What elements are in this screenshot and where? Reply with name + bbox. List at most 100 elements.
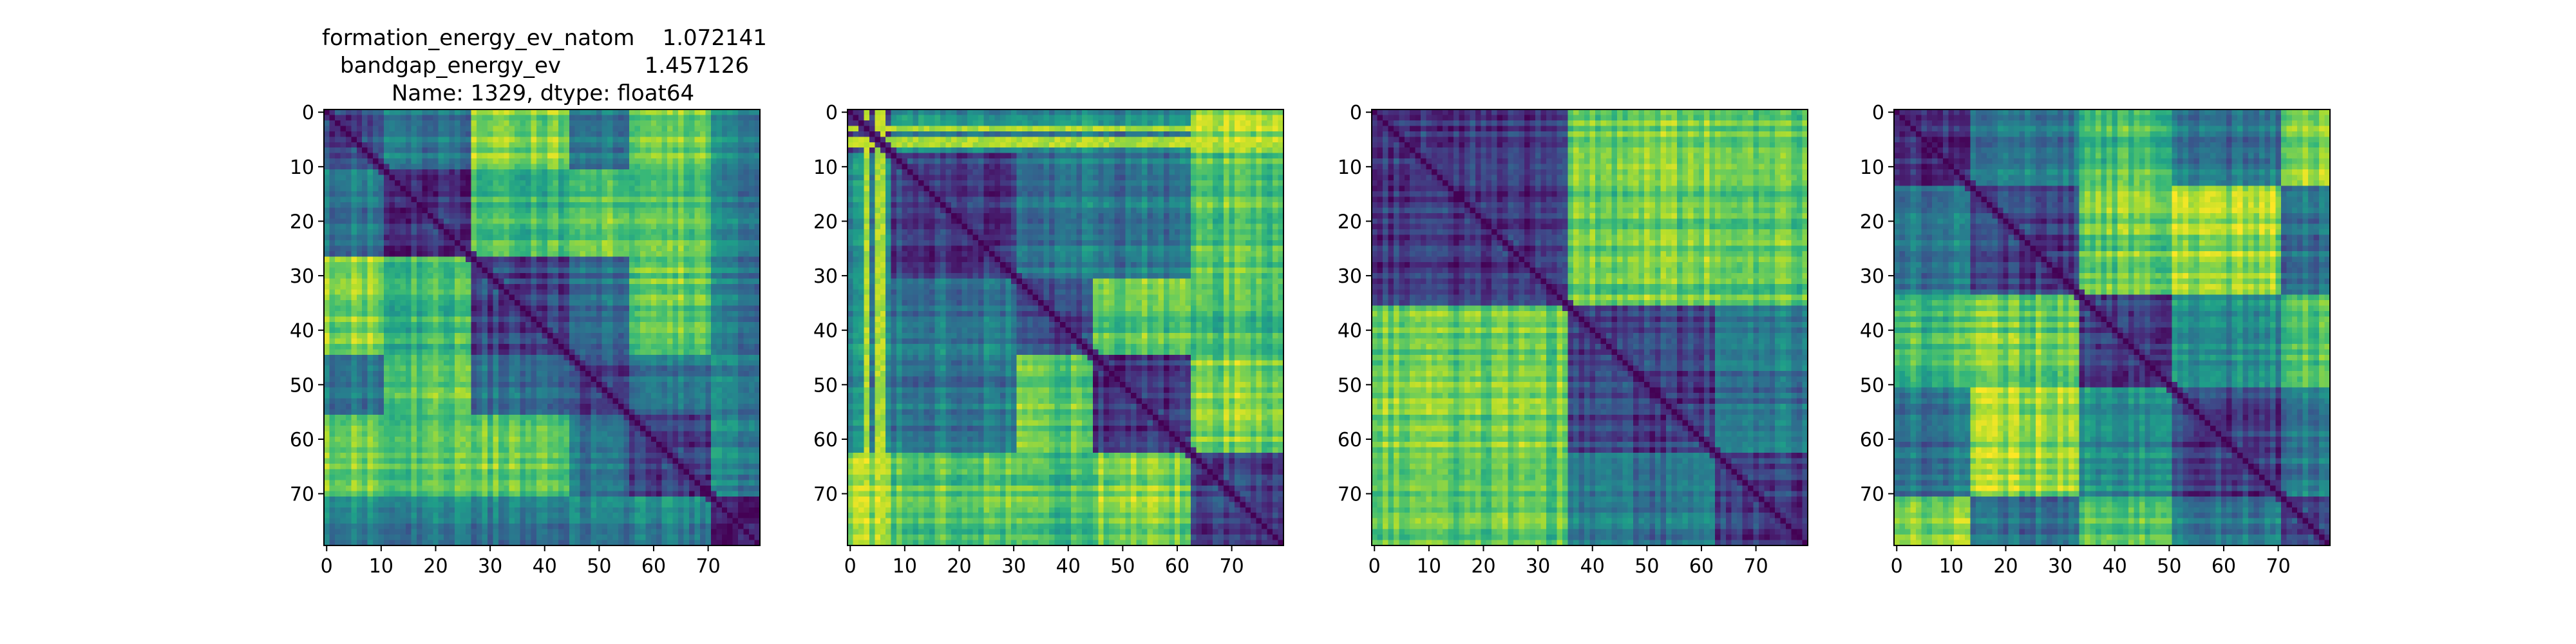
heatmap-cell bbox=[553, 234, 559, 241]
heatmap-cell bbox=[509, 382, 515, 388]
heatmap-cell bbox=[754, 332, 761, 339]
heatmap-cell bbox=[754, 245, 761, 252]
heatmap-cell bbox=[324, 256, 330, 263]
heatmap-cell bbox=[378, 169, 384, 176]
heatmap-cell bbox=[694, 175, 701, 181]
heatmap-cell bbox=[564, 142, 570, 148]
heatmap-cell bbox=[558, 131, 564, 137]
heatmap-cell bbox=[395, 120, 401, 126]
heatmap-cell bbox=[515, 442, 521, 448]
heatmap-cell bbox=[749, 180, 755, 187]
heatmap-cell bbox=[498, 360, 504, 366]
heatmap-cell bbox=[574, 283, 581, 290]
heatmap-cell bbox=[471, 147, 477, 154]
heatmap-cell bbox=[650, 251, 657, 258]
heatmap-cell bbox=[389, 147, 395, 154]
heatmap-cell bbox=[345, 414, 352, 421]
heatmap-cell bbox=[509, 322, 515, 328]
heatmap-cell bbox=[455, 245, 461, 252]
heatmap-cell bbox=[378, 261, 384, 269]
heatmap-cell bbox=[487, 365, 493, 372]
heatmap-cell bbox=[405, 142, 412, 148]
heatmap-cell bbox=[661, 403, 668, 410]
heatmap-cell bbox=[705, 202, 712, 208]
heatmap-cell bbox=[395, 332, 401, 339]
heatmap-cell bbox=[732, 251, 739, 258]
heatmap-cell bbox=[553, 196, 559, 203]
heatmap-cell bbox=[438, 442, 444, 448]
heatmap-cell bbox=[405, 409, 412, 415]
heatmap-cell bbox=[334, 245, 341, 252]
heatmap-cell bbox=[727, 382, 734, 388]
heatmap-cell bbox=[564, 213, 570, 219]
heatmap-cell bbox=[542, 272, 548, 279]
heatmap-cell bbox=[618, 272, 625, 279]
heatmap-cell bbox=[667, 213, 674, 219]
heatmap-cell bbox=[389, 365, 395, 372]
heatmap-cell bbox=[710, 180, 717, 187]
heatmap-cell bbox=[612, 398, 619, 404]
heatmap-cell bbox=[705, 409, 712, 415]
heatmap-cell bbox=[612, 115, 619, 121]
heatmap-cell bbox=[367, 229, 374, 236]
heatmap-cell bbox=[607, 403, 614, 410]
heatmap-cell bbox=[639, 349, 646, 355]
heatmap-cell bbox=[601, 213, 608, 219]
heatmap-cell bbox=[591, 360, 597, 366]
heatmap-cell bbox=[324, 126, 330, 132]
heatmap-cell bbox=[591, 338, 597, 345]
heatmap-cell bbox=[482, 300, 488, 307]
heatmap-cell bbox=[493, 109, 499, 116]
heatmap-cell bbox=[618, 343, 625, 350]
heatmap-cell bbox=[727, 147, 734, 154]
heatmap-cell bbox=[504, 349, 510, 355]
heatmap-cell bbox=[547, 376, 554, 383]
heatmap-cell bbox=[482, 382, 488, 388]
heatmap-cell bbox=[378, 202, 384, 208]
heatmap-cell bbox=[580, 240, 586, 247]
heatmap-cell bbox=[378, 447, 384, 453]
heatmap-cell bbox=[324, 442, 330, 448]
heatmap-cell bbox=[601, 234, 608, 241]
heatmap-cell bbox=[678, 387, 685, 393]
heatmap-cell bbox=[482, 409, 488, 415]
heatmap-cell bbox=[526, 272, 532, 279]
heatmap-cell bbox=[645, 240, 652, 247]
heatmap-cell bbox=[553, 420, 559, 426]
heatmap-cell bbox=[569, 354, 575, 361]
heatmap-cell bbox=[362, 278, 368, 285]
heatmap-cell bbox=[607, 115, 614, 121]
heatmap-cell bbox=[688, 387, 696, 393]
heatmap-cell bbox=[569, 442, 575, 448]
heatmap-cell bbox=[433, 245, 439, 252]
heatmap-cell bbox=[705, 234, 712, 241]
heatmap-cell bbox=[650, 240, 657, 247]
heatmap-cell bbox=[433, 191, 439, 197]
heatmap-cell bbox=[547, 251, 554, 258]
heatmap-cell bbox=[411, 137, 417, 143]
heatmap-cell bbox=[384, 371, 390, 377]
heatmap-cell bbox=[607, 332, 614, 339]
heatmap-cell bbox=[444, 349, 450, 355]
heatmap-cell bbox=[422, 223, 428, 230]
heatmap-cell bbox=[749, 420, 755, 426]
heatmap-cell bbox=[574, 382, 581, 388]
heatmap-cell bbox=[699, 322, 706, 328]
heatmap-cell bbox=[574, 180, 581, 187]
heatmap-cell bbox=[362, 261, 368, 269]
heatmap-cell bbox=[515, 207, 521, 214]
heatmap-cell bbox=[716, 147, 723, 154]
heatmap-cell bbox=[460, 142, 466, 148]
heatmap-cell bbox=[639, 332, 646, 339]
heatmap-cell bbox=[721, 223, 728, 230]
heatmap-cell bbox=[411, 223, 417, 230]
heatmap-cell bbox=[667, 327, 674, 334]
heatmap-cell bbox=[607, 283, 614, 290]
heatmap-cell bbox=[324, 202, 330, 208]
heatmap-cell bbox=[749, 393, 755, 399]
heatmap-cell bbox=[498, 267, 504, 274]
heatmap-cell bbox=[449, 327, 455, 334]
heatmap-cell bbox=[716, 294, 723, 301]
heatmap-cell bbox=[498, 294, 504, 301]
heatmap-cell bbox=[466, 158, 472, 165]
